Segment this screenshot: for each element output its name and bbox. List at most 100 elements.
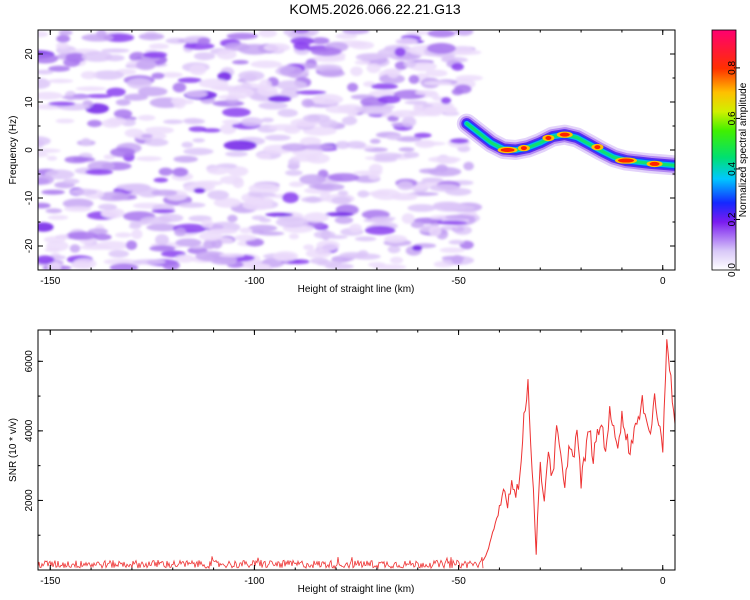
spectrogram-noise-blob [283, 126, 301, 134]
spectrogram-noise-blob [387, 245, 401, 254]
spectrogram-noise-blob [131, 229, 143, 240]
spectrogram-noise-blob [313, 230, 336, 239]
spectrogram-noise-blob [175, 238, 202, 247]
spectrogram-noise-blob [316, 240, 340, 252]
spectrogram-noise-blob [47, 262, 62, 270]
spectrogram-noise-blob [335, 33, 358, 40]
spectrogram-noise-blob [366, 63, 381, 74]
spectrogram-noise-blob [448, 239, 465, 245]
spectrogram-noise-blob [404, 100, 428, 105]
spectrogram-noise-blob [281, 143, 308, 152]
spectrogram-noise-blob [135, 156, 163, 162]
spectrogram-noise-blob [56, 42, 69, 50]
snr-series-line [482, 339, 675, 561]
spectrogram-noise-blob [248, 183, 280, 195]
spectrogram-noise-blob [163, 119, 184, 125]
signal-hotspot-core [594, 145, 601, 150]
spectrogram-noise-blob [115, 232, 132, 238]
spectrogram-noise-blob [398, 147, 415, 152]
spectrogram-noise-blob [197, 37, 211, 45]
spectrogram-y-tick-label: 20 [24, 48, 35, 60]
spectrogram-noise-blob [85, 169, 113, 175]
spectrogram-noise-blob [115, 99, 131, 106]
spectrogram-noise-blob [101, 48, 130, 53]
spectrogram-noise-blob [355, 53, 381, 61]
spectrogram-noise-blob [350, 41, 375, 50]
spectrogram-noise-blob [38, 175, 54, 185]
snr-x-axis-label: Height of straight line (km) [298, 584, 415, 595]
spectrogram-noise-blob [57, 234, 69, 239]
spectrogram-noise-blob [299, 174, 326, 185]
spectrogram-noise-blob [216, 49, 237, 60]
spectrogram-noise-blob [178, 202, 206, 208]
spectrogram-noise-blob [441, 204, 475, 212]
spectrogram-noise-blob [387, 115, 399, 122]
spectrogram-noise-blob [369, 138, 381, 144]
spectrogram-noise-blob [405, 30, 432, 36]
spectrogram-noise-blob [242, 199, 273, 211]
spectrogram-noise-blob [337, 190, 349, 196]
spectrogram-noise-blob [103, 258, 136, 265]
spectrogram-y-tick-label: 10 [24, 96, 35, 108]
spectrogram-noise-blob [394, 47, 406, 57]
spectrogram-noise-blob [295, 90, 327, 95]
spectrogram-noise-blob [151, 209, 176, 214]
spectrogram-noise-blob [436, 220, 468, 225]
snr-y-axis-label: SNR (10 * v/v) [8, 418, 19, 482]
spectrogram-noise-blob [132, 259, 166, 265]
spectrogram-noise-blob [194, 180, 223, 186]
spectrogram-noise-blob [386, 134, 403, 141]
snr-x-tick-label: 0 [660, 576, 666, 587]
spectrogram-noise-blob [148, 43, 170, 50]
spectrogram-noise-blob [395, 38, 418, 45]
spectrogram-noise-blob [303, 244, 315, 251]
spectrogram-noise-blob [136, 59, 156, 71]
spectrogram-noise-blob [429, 184, 461, 192]
spectrogram-noise-blob [239, 227, 253, 234]
spectrogram-noise-blob [248, 192, 277, 198]
spectrogram-noise-blob [185, 90, 208, 98]
spectrogram-noise-blob [407, 204, 437, 212]
spectrogram-noise-blob [98, 203, 117, 210]
spectrogram-noise-blob [38, 91, 64, 100]
spectrogram-noise-blob [290, 36, 315, 45]
spectrogram-noise-blob [44, 169, 75, 180]
spectrogram-noise-blob [87, 119, 103, 128]
spectrogram-noise-blob [403, 151, 420, 159]
spectrogram-noise-blob [301, 144, 335, 150]
spectrogram-noise-blob [391, 122, 406, 127]
spectrogram-noise-blob [48, 65, 70, 72]
spectrogram-noise-blob [158, 167, 173, 176]
spectrogram-noise-blob [282, 192, 299, 204]
colorbar-tick-label: 0.2 [727, 212, 738, 226]
spectrogram-noise-blob [153, 177, 168, 183]
signal-hotspot-core [618, 158, 634, 163]
spectrogram-noise-blob [301, 98, 315, 108]
spectrogram-noise-blob [45, 208, 63, 214]
spectrogram-noise-blob [225, 151, 248, 157]
snr-y-tick-label: 2000 [24, 489, 35, 512]
spectrogram-noise-blob [151, 72, 165, 80]
spectrogram-noise-blob [263, 43, 291, 52]
spectrogram-noise-blob [397, 181, 414, 191]
spectrogram-noise-blob [75, 86, 107, 91]
spectrogram-noise-blob [155, 234, 169, 246]
spectrogram-noise-blob [181, 141, 194, 148]
spectrogram-noise-blob [232, 177, 244, 189]
snr-y-tick-label: 6000 [24, 350, 35, 373]
spectrogram-noise-blob [56, 34, 71, 43]
spectrogram-y-tick-label: 0 [24, 147, 35, 153]
spectrogram-noise-blob [188, 126, 207, 132]
spectrogram-noise-blob [222, 107, 251, 118]
spectrogram-noise-blob [126, 78, 152, 89]
spectrogram-noise-blob [72, 258, 97, 269]
spectrogram-noise-blob [38, 255, 55, 264]
spectrogram-noise-blob [290, 155, 320, 162]
spectrogram-noise-blob [414, 141, 446, 146]
spectrogram-noise-blob [47, 78, 74, 84]
spectrogram-noise-blob [217, 71, 232, 82]
spectrogram-noise-blob [414, 90, 438, 96]
spectrogram-noise-blob [341, 116, 358, 126]
spectrogram-noise-blob [312, 94, 344, 105]
spectrogram-noise-blob [146, 223, 180, 232]
